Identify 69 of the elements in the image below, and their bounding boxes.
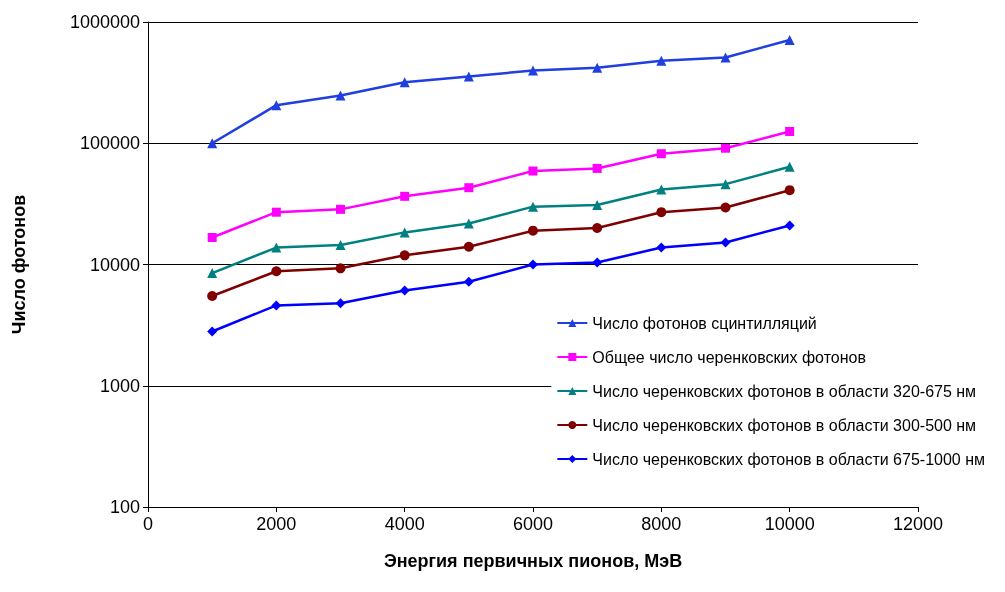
point [528,225,538,236]
point [463,241,474,252]
point [656,184,667,195]
point [528,65,538,76]
point [335,298,346,309]
x-axis-title: Энергия первичных пионов, МэВ [383,551,683,571]
point [656,55,667,66]
point [720,237,731,248]
y-tick-label: 100 [109,497,140,517]
point [399,250,410,261]
point [721,143,730,153]
point [207,290,218,301]
point [271,207,281,217]
point [400,191,410,201]
point [592,257,603,268]
y-tick-label: 10000 [89,254,140,275]
point [207,268,218,279]
x-tick-label: 12000 [892,514,944,534]
y-tick-label: 1000000 [69,12,140,32]
point [528,259,538,270]
point [271,100,282,111]
point [207,233,217,242]
point [463,71,474,82]
point [464,183,474,193]
x-tick-label: 4000 [384,514,425,534]
point [528,166,538,176]
point [528,201,538,212]
point [720,179,731,190]
point [720,52,731,63]
x-tick-label: 10000 [764,514,815,534]
point [784,35,795,46]
point [592,223,603,233]
point [592,199,603,210]
legend-label: Число черенковских фотонов в области 320-675 нм [592,382,977,400]
x-tick-label: 0 [142,514,154,534]
y-tick-label: 100000 [79,133,140,154]
point [271,300,282,311]
point [656,149,666,159]
point [207,326,218,337]
point [785,127,795,136]
point [592,62,603,73]
x-tick-label: 8000 [641,514,682,534]
point [335,263,346,274]
legend-label: Число черенковских фотонов в области 675-1000 нм [592,450,986,468]
point [399,227,410,238]
point [335,90,346,101]
point [784,220,795,231]
point [271,242,282,253]
point [720,202,731,213]
point [592,163,602,173]
point [784,161,795,172]
point [784,185,795,196]
y-tick-label: 1000 [99,375,140,396]
x-tick-label: 6000 [512,514,554,534]
point [207,138,218,149]
legend-label: Общее число черенковских фотонов [592,348,866,366]
point [335,239,346,250]
x-tick-label: 2000 [256,514,297,534]
point [399,285,410,296]
legend-label: Число черенковских фотонов в области 300-500 нм [592,416,977,434]
point [463,218,474,229]
point [271,266,282,277]
point [336,204,345,214]
y-axis-title: Число фотонов [9,194,29,335]
point [463,276,474,287]
legend-label: Число фотонов сцинтилляций [592,314,817,332]
point [656,242,667,253]
point [399,77,410,88]
point [656,207,667,218]
